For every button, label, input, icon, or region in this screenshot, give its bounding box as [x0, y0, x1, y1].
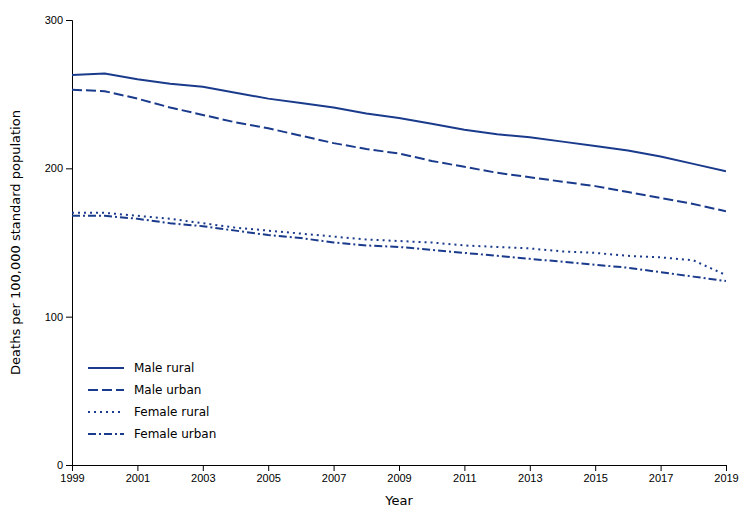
tick-label: 1999	[60, 472, 84, 484]
tick: 2001	[126, 465, 150, 484]
tick: 100	[45, 311, 72, 323]
series-line	[72, 216, 726, 281]
tick: 300	[45, 14, 72, 26]
legend-label: Female rural	[134, 405, 209, 419]
legend-item: Female urban	[88, 427, 216, 441]
x-axis-title: Year	[384, 493, 413, 508]
tick: 2013	[518, 465, 542, 484]
tick-mark	[66, 465, 72, 466]
chart: 1999 2001 2003 2005 2007 2009 2011 2013 2015 2017…	[0, 0, 750, 517]
tick-label: 2003	[191, 472, 215, 484]
legend-swatch	[88, 411, 124, 413]
tick: 2015	[583, 465, 607, 484]
tick: 200	[45, 162, 72, 174]
tick: 2007	[322, 465, 346, 484]
tick-mark	[66, 20, 72, 21]
y-axis-title: Deaths per 100,000 standard population	[8, 110, 23, 375]
x-axis: 1999 2001 2003 2005 2007 2009 2011 2013 2015 2017…	[60, 465, 738, 484]
plot: 1999 2001 2003 2005 2007 2009 2011 2013 2015 2017…	[45, 14, 739, 484]
tick-mark	[661, 465, 662, 471]
legend-label: Male rural	[134, 361, 194, 375]
tick-mark	[334, 465, 335, 471]
tick-label: 2013	[518, 472, 542, 484]
tick-label: 2001	[126, 472, 150, 484]
legend: Male rural Male urban Female rural Female u…	[88, 361, 216, 441]
tick-mark	[137, 465, 138, 471]
tick: 2011	[453, 465, 477, 484]
axis-line	[73, 466, 727, 472]
tick-mark	[595, 465, 596, 471]
tick-label: 2005	[256, 472, 280, 484]
tick: 1999	[60, 465, 84, 484]
series-line	[72, 73, 726, 171]
y-axis: 0 100 200 300	[45, 14, 73, 471]
tick-mark	[66, 317, 72, 318]
series-line	[72, 90, 726, 212]
tick: 2017	[649, 465, 673, 484]
tick: 2019	[714, 465, 738, 484]
tick: 2009	[387, 465, 411, 484]
tick: 2003	[191, 465, 215, 484]
tick-mark	[464, 465, 465, 471]
legend-swatch	[88, 367, 124, 369]
tick-label: 100	[45, 311, 63, 323]
legend-item: Male rural	[88, 361, 194, 375]
legend-item: Female rural	[88, 405, 209, 419]
tick-mark	[66, 168, 72, 169]
axis-line	[66, 21, 73, 466]
legend-label: Female urban	[134, 427, 216, 441]
tick-mark	[726, 465, 727, 471]
tick-label: 300	[45, 14, 63, 26]
series-line	[72, 213, 726, 275]
tick-mark	[530, 465, 531, 471]
tick-label: 2009	[387, 472, 411, 484]
tick-mark	[203, 465, 204, 471]
tick-label: 0	[57, 459, 63, 471]
tick-label: 2017	[649, 472, 673, 484]
tick-mark	[399, 465, 400, 471]
tick-label: 2011	[453, 472, 477, 484]
tick-label: 2007	[322, 472, 346, 484]
tick-label: 200	[45, 162, 63, 174]
legend-label: Male urban	[134, 383, 201, 397]
tick: 2005	[256, 465, 280, 484]
legend-swatch	[88, 389, 124, 391]
legend-swatch	[88, 433, 124, 435]
tick-mark	[268, 465, 269, 471]
lines	[72, 73, 726, 281]
legend-item: Male urban	[88, 383, 201, 397]
tick-label: 2019	[714, 472, 738, 484]
tick: 0	[57, 459, 72, 471]
tick-label: 2015	[583, 472, 607, 484]
